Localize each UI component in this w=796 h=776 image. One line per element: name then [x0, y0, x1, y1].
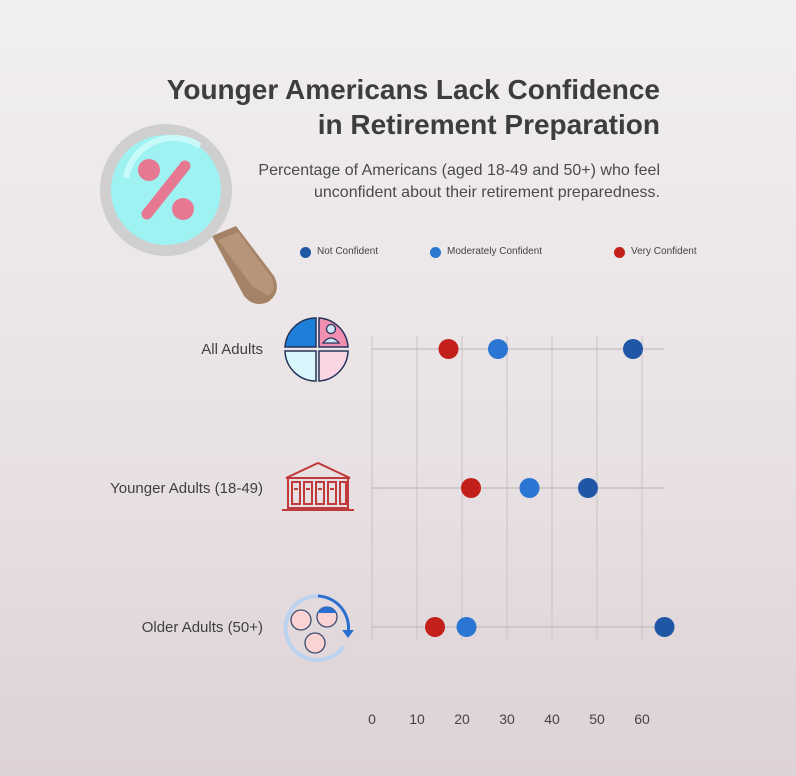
data-point-moderately-confident: [519, 478, 540, 498]
chart-marks: [425, 339, 675, 637]
x-tick-label: 50: [589, 711, 605, 727]
category-label-younger-adults: Younger Adults (18-49): [110, 480, 263, 497]
category-label-all-adults: All Adults: [201, 341, 263, 358]
family-pie-icon: [284, 317, 349, 382]
legend-label-moderately-confident: Moderately Confident: [447, 245, 543, 257]
legend-item-moderately-confident: Moderately Confident: [430, 244, 542, 258]
legend-dot-not-confident: [300, 247, 311, 258]
legend-dot-very-confident: [614, 247, 625, 258]
legend-item-very-confident: Very Confident: [614, 244, 697, 258]
legend-dot-moderately-confident: [430, 247, 441, 258]
data-point-not-confident: [623, 339, 643, 359]
chart-grid: [371, 336, 664, 640]
subtitle-line-1: Percentage of Americans (aged 18-49 and …: [258, 162, 660, 179]
magnifier-percent-icon: [100, 124, 277, 304]
generations-cycle-icon: [283, 593, 354, 662]
data-point-not-confident: [654, 617, 675, 637]
data-point-moderately-confident: [456, 617, 477, 637]
data-point-very-confident: [461, 478, 481, 498]
data-point-very-confident: [438, 339, 459, 359]
x-tick-label: 0: [368, 711, 376, 727]
data-point-moderately-confident: [488, 339, 508, 359]
chart-title: Younger Americans Lack Confidence in Ret…: [100, 72, 660, 142]
building-icon: [282, 461, 354, 511]
x-tick-label: 40: [544, 711, 560, 727]
legend-item-not-confident: Not Confident: [300, 244, 378, 258]
legend-label-not-confident: Not Confident: [317, 245, 379, 257]
title-line-1: Younger Americans Lack Confidence: [166, 74, 660, 105]
data-point-very-confident: [425, 617, 445, 637]
data-point-not-confident: [578, 478, 598, 498]
x-tick-label: 30: [499, 711, 515, 727]
legend-label-very-confident: Very Confident: [631, 245, 697, 257]
x-tick-label: 20: [454, 711, 470, 727]
x-axis-ticks: 0 10 20 30 40 50 60: [368, 711, 650, 727]
subtitle-line-2: unconfident about their retirement prepa…: [314, 184, 660, 201]
x-tick-label: 60: [634, 711, 650, 727]
title-line-2: in Retirement Preparation: [317, 109, 660, 140]
category-label-older-adults: Older Adults (50+): [141, 619, 263, 636]
x-tick-label: 10: [409, 711, 425, 727]
chart-subtitle: Percentage of Americans (aged 18-49 and …: [140, 160, 660, 204]
